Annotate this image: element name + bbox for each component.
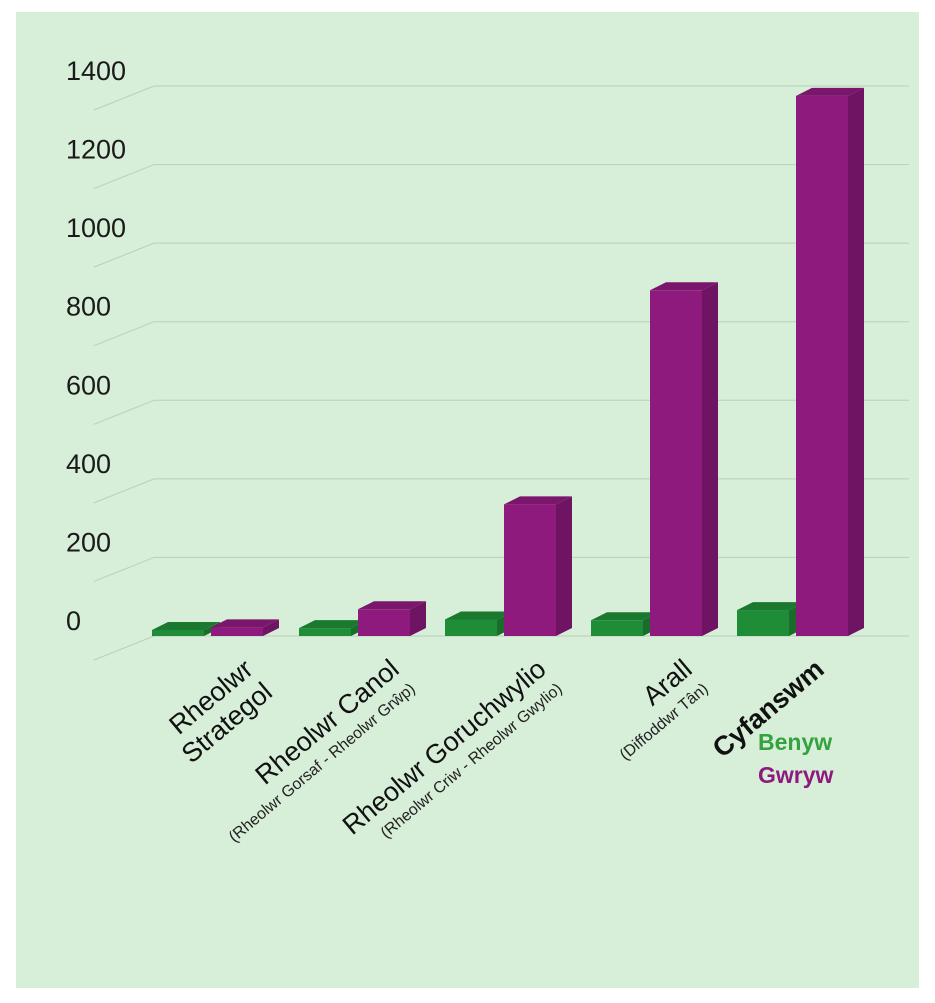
y-tick-label: 200	[66, 527, 111, 557]
bar-front	[358, 609, 410, 636]
bar-front	[650, 290, 702, 636]
bar-front	[152, 630, 204, 636]
bar-top	[650, 282, 718, 291]
bar-side	[848, 87, 864, 637]
bar-side	[556, 496, 572, 636]
bar-top	[591, 612, 659, 621]
gridline-diag	[93, 556, 155, 582]
chart-panel: 1400 1200 1000 800 600 400 200 0 Rheolwr Strateg…	[16, 12, 919, 988]
bar-front	[796, 95, 848, 637]
gridline-diag	[93, 85, 155, 111]
y-tick-label: 1000	[66, 213, 126, 243]
bar-side	[263, 619, 279, 636]
bar-benyw-3	[445, 611, 513, 636]
bar-gwryw-5	[796, 87, 864, 637]
bar-gwryw-3	[504, 496, 572, 636]
legend: Benyw Gwryw	[758, 726, 833, 792]
gridline-diag	[93, 321, 155, 347]
bar-top	[211, 619, 279, 628]
bar-top	[737, 602, 805, 611]
bar-gwryw-2	[358, 601, 426, 636]
bar-front	[445, 619, 497, 636]
y-tick-label: 1200	[66, 135, 126, 165]
y-tick-label: 600	[66, 370, 111, 400]
gridline-diag	[93, 399, 155, 425]
bar-gwryw-1	[211, 619, 279, 636]
bar-side	[410, 601, 426, 636]
y-tick-label: 400	[66, 449, 111, 479]
gridline-diag	[93, 164, 155, 190]
bar-front	[211, 627, 263, 636]
gridline-diag	[93, 478, 155, 504]
bar-top	[445, 611, 513, 620]
bar-side	[702, 282, 718, 636]
bar-top	[796, 87, 864, 96]
bar-gwryw-4	[650, 282, 718, 636]
gridline-diag	[93, 635, 155, 661]
bar-top	[358, 601, 426, 610]
chart-background	[16, 12, 919, 988]
bar-front	[737, 610, 789, 636]
bar-front	[591, 620, 643, 636]
legend-gwryw: Gwryw	[758, 762, 834, 788]
bar-front	[504, 504, 556, 636]
bar-benyw-4	[591, 612, 659, 636]
legend-benyw: Benyw	[758, 729, 833, 755]
bar-top	[299, 620, 367, 629]
bar-top	[152, 622, 220, 630]
bar-front	[299, 628, 351, 636]
bar-top	[504, 496, 572, 505]
y-tick-label: 1400	[66, 56, 126, 86]
y-tick-label: 0	[66, 606, 81, 636]
y-tick-label: 800	[66, 292, 111, 322]
gridline-diag	[93, 242, 155, 268]
bar-benyw-5	[737, 602, 805, 636]
